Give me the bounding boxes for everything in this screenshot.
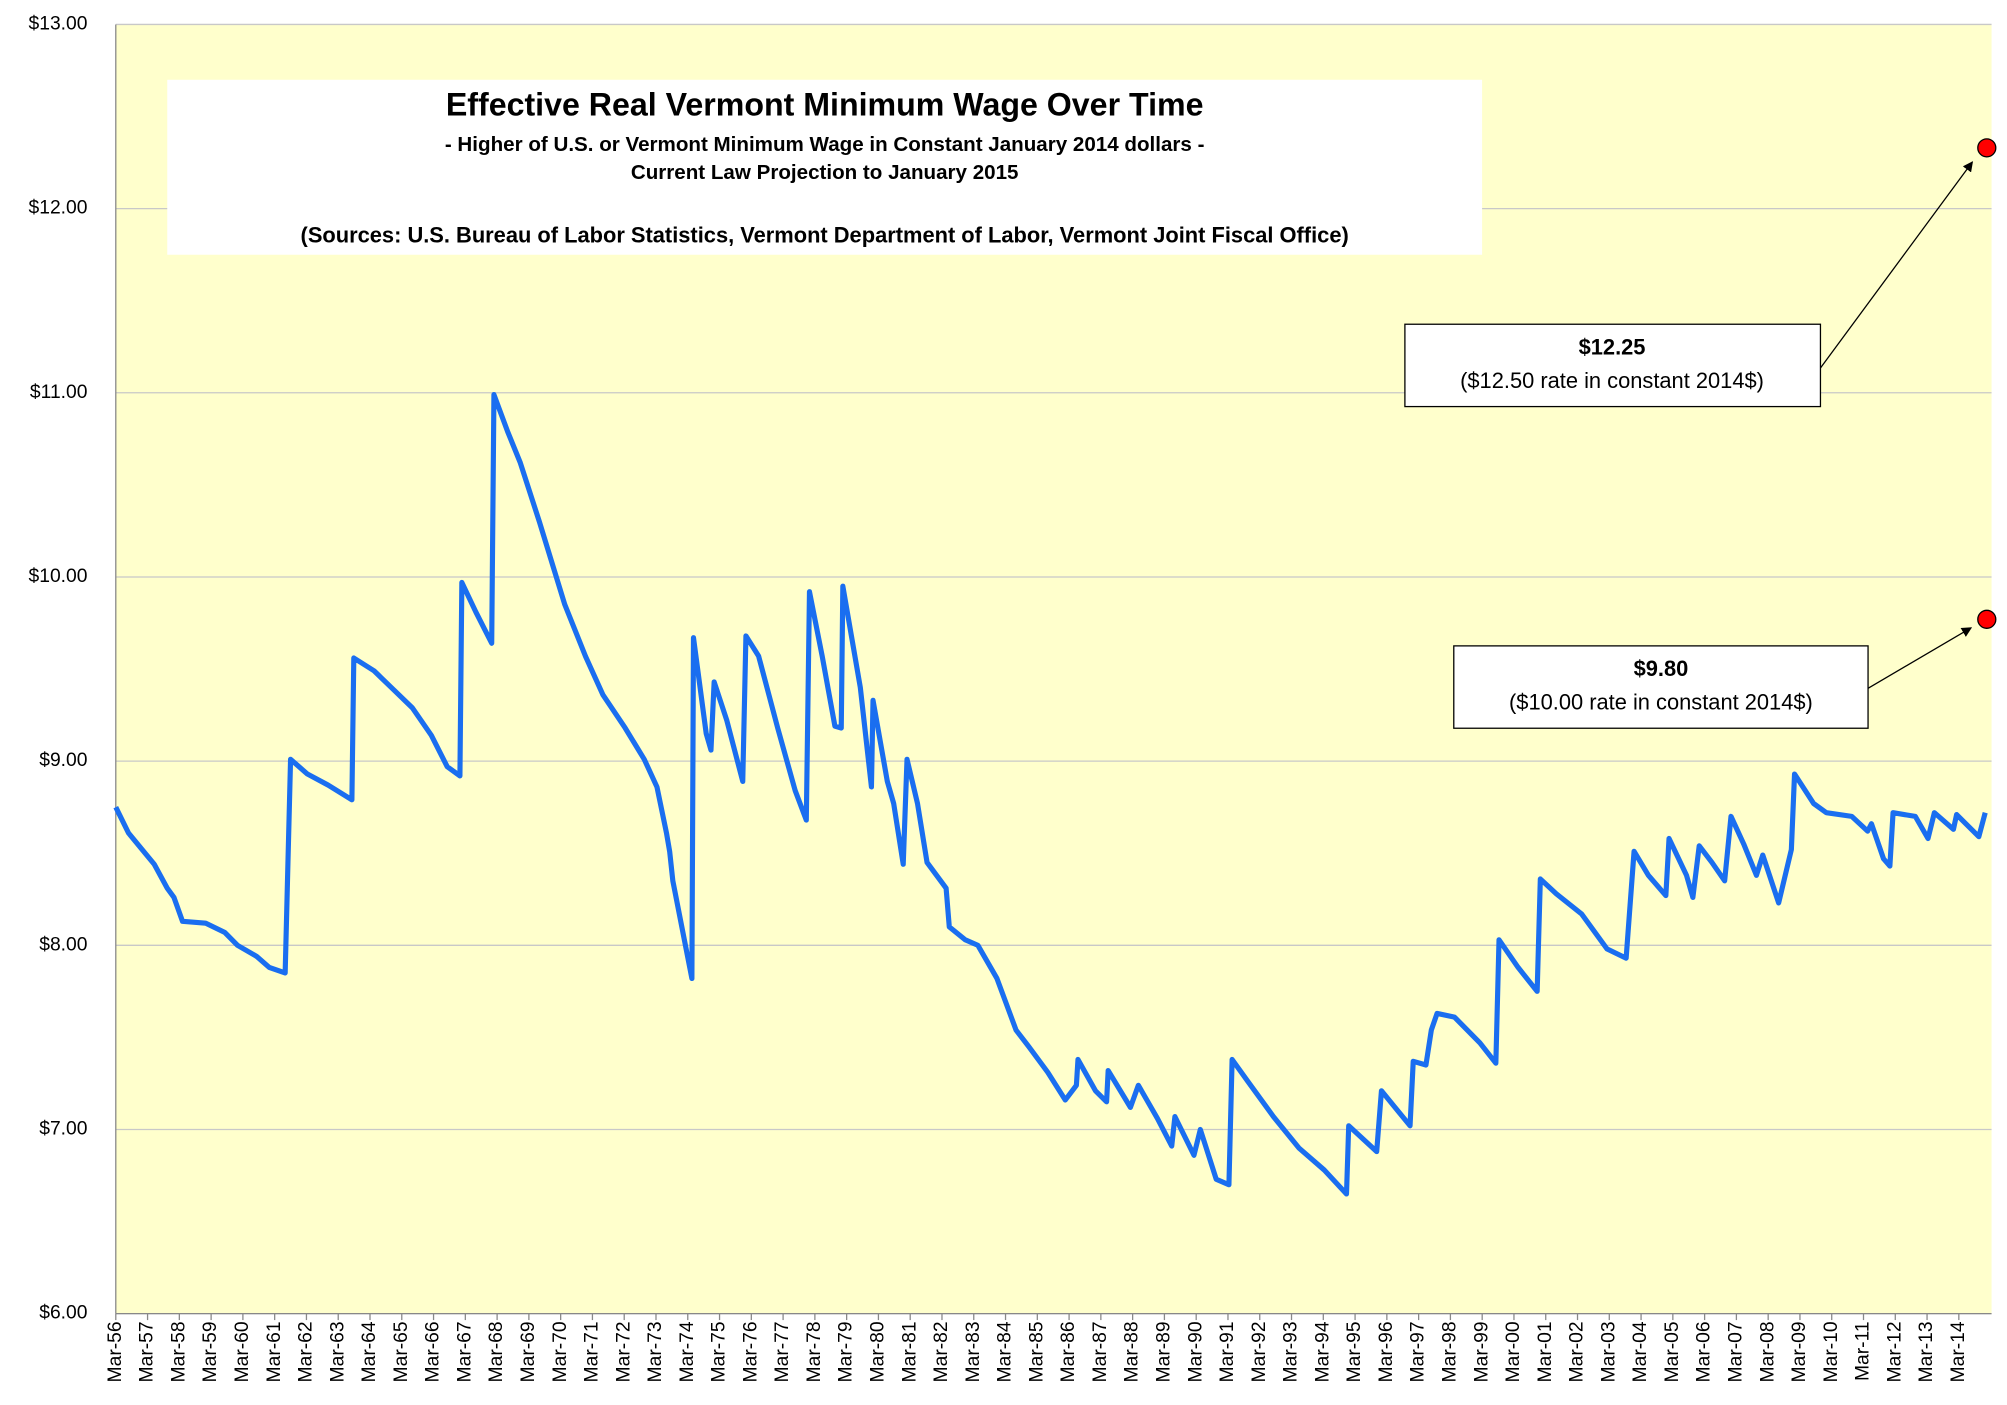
x-tick-label: Mar-79 xyxy=(836,1321,857,1382)
annotation-arrow xyxy=(1867,627,1973,689)
x-tick-label: Mar-86 xyxy=(1058,1321,1079,1382)
x-tick-label: Mar-92 xyxy=(1249,1321,1270,1382)
annotation-box xyxy=(1453,645,1869,729)
chart-subtitle: Current Law Projection to January 2015 xyxy=(631,161,1019,184)
y-tick-label: $7.00 xyxy=(39,1119,87,1140)
data-point xyxy=(1977,609,1997,629)
marks xyxy=(113,138,1997,1197)
x-tick-label: Mar-00 xyxy=(1503,1321,1524,1382)
source-note: (Sources: U.S. Bureau of Labor Statistic… xyxy=(301,223,1349,248)
y-tick-label: $6.00 xyxy=(39,1303,87,1324)
x-tick-label: Mar-73 xyxy=(645,1321,666,1382)
x-tick-label: Mar-99 xyxy=(1471,1321,1492,1382)
x-tick-label: Mar-03 xyxy=(1598,1321,1619,1382)
x-tick-label: Mar-91 xyxy=(1217,1321,1238,1382)
x-tick-label: Mar-94 xyxy=(1312,1321,1333,1382)
x-tick-label: Mar-09 xyxy=(1789,1321,1810,1382)
x-tick-label: Mar-78 xyxy=(804,1321,825,1382)
data-line xyxy=(113,392,1988,1197)
y-tick-label: $8.00 xyxy=(39,934,87,955)
x-tick-label: Mar-84 xyxy=(995,1321,1016,1382)
annotation-box xyxy=(1404,323,1822,408)
x-tick-label: Mar-10 xyxy=(1821,1321,1842,1382)
x-tick-label: Mar-58 xyxy=(168,1321,189,1382)
x-tick-label: Mar-11 xyxy=(1853,1321,1874,1381)
x-tick-label: Mar-67 xyxy=(454,1321,475,1382)
y-tick-label: $12.00 xyxy=(29,198,88,219)
grid xyxy=(115,23,1992,1321)
x-tick-label: Mar-01 xyxy=(1535,1321,1556,1382)
x-tick-label: Mar-56 xyxy=(105,1321,126,1382)
x-tick-label: Mar-97 xyxy=(1408,1321,1429,1382)
x-tick-label: Mar-75 xyxy=(709,1321,730,1382)
x-tick-label: Mar-90 xyxy=(1185,1321,1206,1382)
x-tick-label: Mar-13 xyxy=(1916,1321,1937,1382)
x-tick-label: Mar-82 xyxy=(931,1321,952,1382)
annotation-value: $9.80 xyxy=(1634,656,1689,681)
y-tick-label: $13.00 xyxy=(29,14,88,35)
data-point xyxy=(1977,138,1997,158)
x-tick-label: Mar-02 xyxy=(1567,1321,1588,1382)
x-tick-label: Mar-93 xyxy=(1281,1321,1302,1382)
x-tick-label: Mar-05 xyxy=(1662,1321,1683,1382)
x-tick-label: Mar-81 xyxy=(899,1321,920,1382)
x-tick-label: Mar-83 xyxy=(963,1321,984,1382)
x-tick-label: Mar-69 xyxy=(518,1321,539,1382)
x-tick-label: Mar-59 xyxy=(200,1321,221,1382)
x-tick-label: Mar-72 xyxy=(613,1321,634,1382)
y-tick-label: $9.00 xyxy=(39,750,87,771)
x-tick-label: Mar-12 xyxy=(1884,1321,1905,1382)
x-tick-label: Mar-08 xyxy=(1757,1321,1778,1382)
x-tick-label: Mar-74 xyxy=(677,1321,698,1382)
x-tick-label: Mar-66 xyxy=(423,1321,444,1382)
x-tick-label: Mar-88 xyxy=(1122,1321,1143,1382)
x-tick-label: Mar-57 xyxy=(137,1321,158,1382)
annotation-text: ($10.00 rate in constant 2014$) xyxy=(1509,690,1813,715)
x-tick-label: Mar-95 xyxy=(1344,1321,1365,1382)
x-tick-label: Mar-64 xyxy=(359,1321,380,1382)
x-tick-label: Mar-96 xyxy=(1376,1321,1397,1382)
x-tick-label: Mar-77 xyxy=(772,1321,793,1382)
chart-title: Effective Real Vermont Minimum Wage Over… xyxy=(446,86,1204,122)
x-tick-label: Mar-70 xyxy=(550,1321,571,1382)
x-tick-label: Mar-07 xyxy=(1725,1321,1746,1382)
annotation-text: ($12.50 rate in constant 2014$) xyxy=(1460,368,1764,393)
x-tick-label: Mar-89 xyxy=(1154,1321,1175,1382)
x-tick-label: Mar-62 xyxy=(296,1321,317,1382)
x-tick-label: Mar-65 xyxy=(391,1321,412,1382)
annotation-value: $12.25 xyxy=(1579,334,1646,359)
x-tick-label: Mar-14 xyxy=(1948,1321,1969,1382)
annotation-arrow xyxy=(1819,161,1974,369)
y-tick-label: $11.00 xyxy=(30,382,88,403)
x-tick-label: Mar-63 xyxy=(327,1321,348,1382)
chart-subtitle: - Higher of U.S. or Vermont Minimum Wage… xyxy=(445,133,1205,156)
x-tick-label: Mar-71 xyxy=(582,1321,603,1382)
x-tick-label: Mar-87 xyxy=(1090,1321,1111,1382)
x-tick-label: Mar-98 xyxy=(1440,1321,1461,1382)
x-tick-label: Mar-60 xyxy=(232,1321,253,1382)
x-tick-label: Mar-85 xyxy=(1026,1321,1047,1382)
x-tick-label: Mar-61 xyxy=(264,1321,285,1382)
x-tick-label: Mar-04 xyxy=(1630,1321,1651,1382)
x-tick-label: Mar-80 xyxy=(868,1321,889,1382)
x-tick-label: Mar-76 xyxy=(740,1321,761,1382)
x-tick-label: Mar-06 xyxy=(1694,1321,1715,1382)
y-tick-label: $10.00 xyxy=(29,566,88,587)
x-tick-label: Mar-68 xyxy=(486,1321,507,1382)
title-box xyxy=(167,79,1483,255)
